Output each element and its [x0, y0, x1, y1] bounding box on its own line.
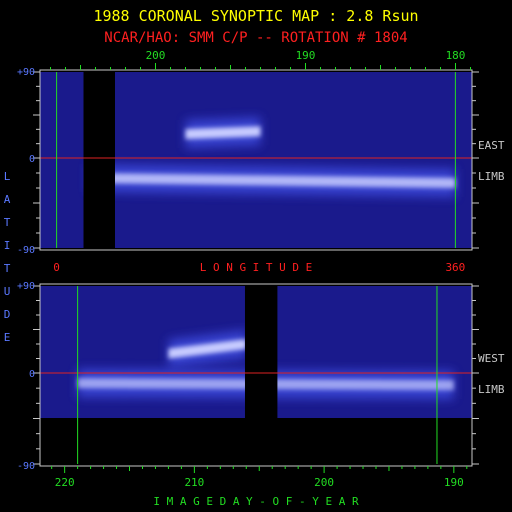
west-limb-day-tick-label: 220: [55, 476, 75, 489]
west-limb-gaps: [244, 286, 278, 464]
west-limb-day-tick-label: 210: [184, 476, 204, 489]
east-limb-panel: +90 0 -90 200 190 180 0 360 EAST LIMB: [17, 49, 505, 274]
day-of-year-axis-label: I M A G E D A Y - O F - Y E A R: [153, 495, 359, 508]
east-limb-ticks: [33, 63, 479, 249]
east-limb-data-gap-0: [83, 72, 115, 248]
west-limb-label-line1: WEST: [478, 352, 505, 365]
west-limb-day-tick-label: 200: [314, 476, 334, 489]
latitude-label-letter: T: [4, 216, 11, 229]
west-limb-heatmap: [40, 286, 472, 464]
latitude-label-letter: L: [4, 170, 11, 183]
latitude-label-letter: I: [4, 239, 11, 252]
west-limb-data-gap-0: [244, 286, 278, 464]
east-limb-bands: [88, 117, 456, 197]
east-limb-markers: [56, 72, 456, 248]
latitude-label-letter: U: [4, 285, 11, 298]
west-limb-tick-labels: +90 0 -90 220 210 200 190: [17, 281, 464, 489]
latitude-label-letter: E: [4, 331, 11, 344]
west-limb-day-tick-label: 190: [444, 476, 464, 489]
east-limb-day-tick-label: 190: [296, 49, 316, 62]
east-limb-day-tick-label: 180: [446, 49, 466, 62]
east-limb-label-line1: EAST: [478, 139, 505, 152]
east-limb-band-core-0: [88, 173, 456, 188]
west-limb-ytick-label: 0: [29, 369, 35, 380]
east-limb-longitude-tick-label: 360: [445, 261, 465, 274]
west-limb-label-line2: LIMB: [478, 383, 505, 396]
latitude-label-letter: A: [4, 193, 11, 206]
east-limb-ytick-label: 0: [29, 154, 35, 165]
latitude-label-letter: T: [4, 262, 11, 275]
east-limb-ytick-label: -90: [17, 245, 35, 256]
chart-title: 1988 CORONAL SYNOPTIC MAP : 2.8 Rsun: [93, 7, 418, 25]
east-limb-longitude-tick-label: 0: [53, 261, 60, 274]
east-limb-ytick-label: +90: [17, 67, 35, 78]
west-limb-panel: +90 0 -90 220 210 200 190 WEST LIMB: [17, 281, 505, 489]
chart-subtitle: NCAR/HAO: SMM C/P -- ROTATION # 1804: [104, 30, 407, 46]
east-limb-label-line2: LIMB: [478, 170, 505, 183]
east-limb-frame: [39, 69, 473, 251]
west-limb-frame: [39, 283, 473, 467]
west-limb-ytick-label: -90: [17, 461, 35, 472]
east-limb-band-core-1: [185, 126, 261, 140]
west-limb-ticks: [33, 285, 479, 473]
west-limb-markers: [77, 286, 438, 464]
east-limb-heatmap: [40, 72, 472, 248]
east-limb-gaps: [83, 72, 115, 248]
longitude-axis-label: L O N G I T U D E: [200, 261, 313, 274]
west-limb-band-core-0: [168, 339, 247, 359]
east-limb-day-tick-label: 200: [146, 49, 166, 62]
east-limb-tick-labels: +90 0 -90 200 190 180 0 360: [17, 49, 466, 274]
latitude-label-letter: D: [4, 308, 11, 321]
west-limb-ytick-label: +90: [17, 281, 35, 292]
